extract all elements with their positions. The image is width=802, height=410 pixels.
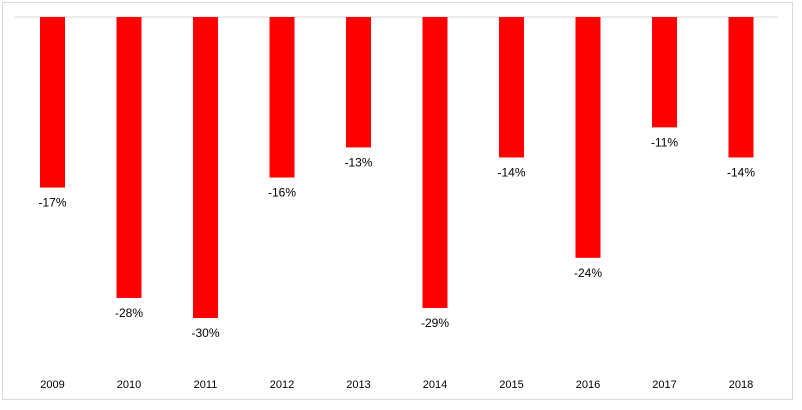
data-label-2018: -14% bbox=[727, 165, 755, 179]
data-label-2009: -17% bbox=[38, 196, 66, 210]
bar-2015 bbox=[499, 17, 524, 158]
data-labels-group: -17% -28% -30% -16% -13% -29% -14% -24% -11% -14% bbox=[38, 135, 755, 340]
bar-2010 bbox=[116, 17, 142, 298]
bar-2017 bbox=[652, 17, 677, 128]
bar-2013 bbox=[346, 17, 371, 148]
x-tick-label-2015: 2015 bbox=[499, 379, 523, 391]
x-tick-label-2017: 2017 bbox=[652, 379, 676, 391]
bar-2014 bbox=[422, 17, 448, 308]
x-tick-label-2013: 2013 bbox=[346, 379, 370, 391]
x-axis-ticks-group: 2009 2010 2011 2012 2013 2014 2015 2016 2017 2018 bbox=[40, 379, 753, 391]
x-tick-label-2011: 2011 bbox=[194, 379, 218, 391]
x-tick-label-2016: 2016 bbox=[576, 379, 600, 391]
data-label-2017: -11% bbox=[651, 135, 678, 149]
x-tick-label-2010: 2010 bbox=[117, 379, 141, 391]
data-label-2016: -24% bbox=[574, 266, 602, 280]
data-label-2011: -30% bbox=[191, 326, 219, 340]
x-tick-label-2012: 2012 bbox=[270, 379, 294, 391]
bars-group bbox=[40, 17, 754, 318]
bar-2016 bbox=[575, 17, 601, 258]
data-label-2014: -29% bbox=[421, 316, 449, 330]
data-label-2010: -28% bbox=[115, 306, 143, 320]
bar-2012 bbox=[269, 17, 295, 178]
data-label-2013: -13% bbox=[344, 155, 372, 169]
data-label-2015: -14% bbox=[497, 165, 525, 179]
x-tick-label-2014: 2014 bbox=[423, 379, 447, 391]
bar-2011 bbox=[193, 17, 218, 318]
x-tick-label-2018: 2018 bbox=[729, 379, 753, 391]
x-tick-label-2009: 2009 bbox=[40, 379, 64, 391]
bar-2009 bbox=[40, 17, 65, 188]
bar-2018 bbox=[728, 17, 754, 158]
data-label-2012: -16% bbox=[268, 186, 296, 200]
